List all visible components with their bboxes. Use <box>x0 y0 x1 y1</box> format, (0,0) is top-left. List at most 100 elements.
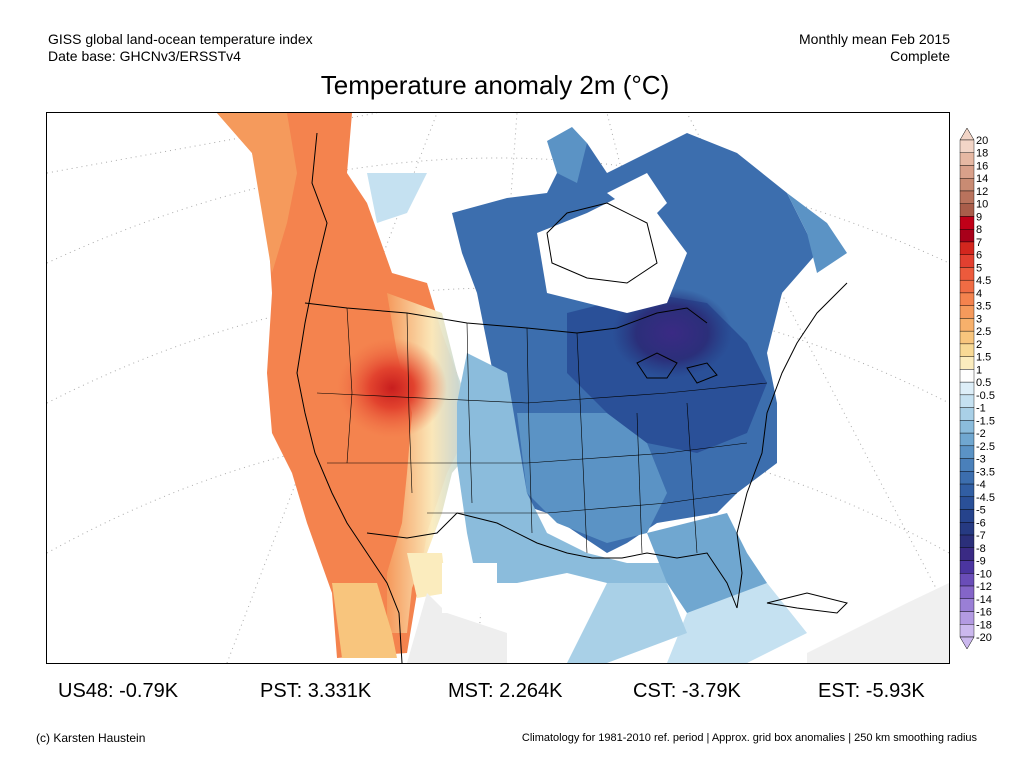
legend-swatch <box>959 369 975 383</box>
legend-label: 1.5 <box>976 352 991 364</box>
legend-label: -0.5 <box>976 390 995 402</box>
legend-arrow-top <box>959 127 975 141</box>
legend-label: 3 <box>976 313 982 325</box>
map-canvas <box>47 113 949 663</box>
legend-label: -3 <box>976 454 986 466</box>
legend-swatch <box>959 432 975 447</box>
legend-label: 16 <box>976 160 988 172</box>
legend-label: -3.5 <box>976 466 995 478</box>
legend-arrow-bottom <box>959 636 975 650</box>
legend-swatch <box>959 343 975 357</box>
legend-swatch <box>959 445 975 459</box>
east-coast <box>736 282 848 609</box>
legend-label: 6 <box>976 250 982 262</box>
dataset-name: GISS global land-ocean temperature index <box>48 31 313 47</box>
legend-boxes <box>959 127 975 650</box>
us-canada-border <box>304 302 708 334</box>
copyright-credit: (c) Karsten Haustein <box>36 731 146 745</box>
stat-est: EST: -5.93K <box>818 680 925 702</box>
legend-label: 4.5 <box>976 275 991 287</box>
legend-swatch <box>959 471 975 485</box>
header-right: Monthly mean Feb 2015 Complete <box>799 31 950 65</box>
legend-swatch <box>959 139 975 153</box>
legend-label: 12 <box>976 186 988 198</box>
legend-label: 5 <box>976 262 982 274</box>
legend-swatch <box>959 254 975 268</box>
legend-swatch <box>959 216 975 230</box>
legend-swatch <box>959 458 975 472</box>
hudson-bay <box>546 202 658 284</box>
legend-swatch <box>959 241 975 255</box>
state-borders <box>316 307 768 554</box>
cuba <box>766 592 848 614</box>
legend-swatch <box>959 509 975 523</box>
legend-label: -14 <box>976 594 992 606</box>
legend-label: 0.5 <box>976 377 991 389</box>
legend-label: -18 <box>976 619 992 631</box>
legend-swatch <box>959 522 975 536</box>
legend-label: -6 <box>976 517 986 529</box>
legend-label: -9 <box>976 556 986 568</box>
legend-label: 2 <box>976 339 982 351</box>
legend-swatch <box>959 279 975 294</box>
legend-swatch <box>959 573 975 587</box>
legend-swatch <box>959 318 975 332</box>
west-coast <box>296 132 403 663</box>
legend-swatch <box>959 585 975 599</box>
header-left: GISS global land-ocean temperature index… <box>48 31 313 65</box>
legend-label: -10 <box>976 568 992 580</box>
legend-label: -2.5 <box>976 441 995 453</box>
legend-label: -1 <box>976 403 986 415</box>
legend-label: -16 <box>976 607 992 619</box>
region-stats: US48: -0.79K PST: 3.331K MST: 2.264K CST… <box>58 680 948 706</box>
legend-label: -2 <box>976 428 986 440</box>
legend-label: 7 <box>976 237 982 249</box>
legend-label: 9 <box>976 211 982 223</box>
legend-label: 1 <box>976 364 982 376</box>
legend-swatch <box>959 420 975 434</box>
anomaly-map <box>46 112 950 664</box>
legend-swatch <box>959 292 975 306</box>
legend-label: 8 <box>976 224 982 236</box>
map-title: Temperature anomaly 2m (°C) <box>320 70 670 100</box>
legend-swatch <box>959 203 975 217</box>
gulf-coast <box>456 512 738 609</box>
graticule-line <box>47 427 949 554</box>
legend-swatch <box>959 356 975 370</box>
legend-swatch <box>959 330 975 345</box>
legend-label: 18 <box>976 148 988 160</box>
legend-label: -20 <box>976 632 992 644</box>
legend-swatch <box>959 496 975 510</box>
legend-swatch <box>959 305 975 319</box>
legend-label: -1.5 <box>976 415 995 427</box>
legend-swatch <box>959 267 975 281</box>
stat-mst: MST: 2.264K <box>448 680 563 702</box>
data-base: Date base: GHCNv3/ERSSTv4 <box>48 48 241 64</box>
legend-labels: 201816141210987654.543.532.521.510.5-0.5… <box>976 135 995 644</box>
legend-swatch <box>959 483 975 498</box>
legend-label: -5 <box>976 505 986 517</box>
legend-swatch <box>959 560 975 574</box>
no-data-areas <box>442 173 687 613</box>
stat-pst: PST: 3.331K <box>260 680 372 702</box>
footer-note: Climatology for 1981-2010 ref. period | … <box>521 732 977 744</box>
legend-label: -12 <box>976 581 992 593</box>
legend-swatch <box>959 152 975 166</box>
legend-swatch <box>959 381 975 396</box>
legend-label: 3.5 <box>976 301 991 313</box>
legend-label: -4.5 <box>976 492 995 504</box>
period-label: Monthly mean Feb 2015 <box>799 31 950 47</box>
legend-label: -8 <box>976 543 986 555</box>
legend-swatch <box>959 165 975 179</box>
legend-label: 2.5 <box>976 326 991 338</box>
legend-swatch <box>959 178 975 192</box>
legend-label: -7 <box>976 530 986 542</box>
stat-cst: CST: -3.79K <box>633 680 741 702</box>
stat-us48: US48: -0.79K <box>58 680 179 702</box>
legend-swatch <box>959 598 975 612</box>
legend-swatch <box>959 534 975 548</box>
legend-swatch <box>959 394 975 408</box>
legend-label: 20 <box>976 135 988 147</box>
great-lakes <box>686 362 718 384</box>
warm-anomaly-region <box>217 113 477 658</box>
